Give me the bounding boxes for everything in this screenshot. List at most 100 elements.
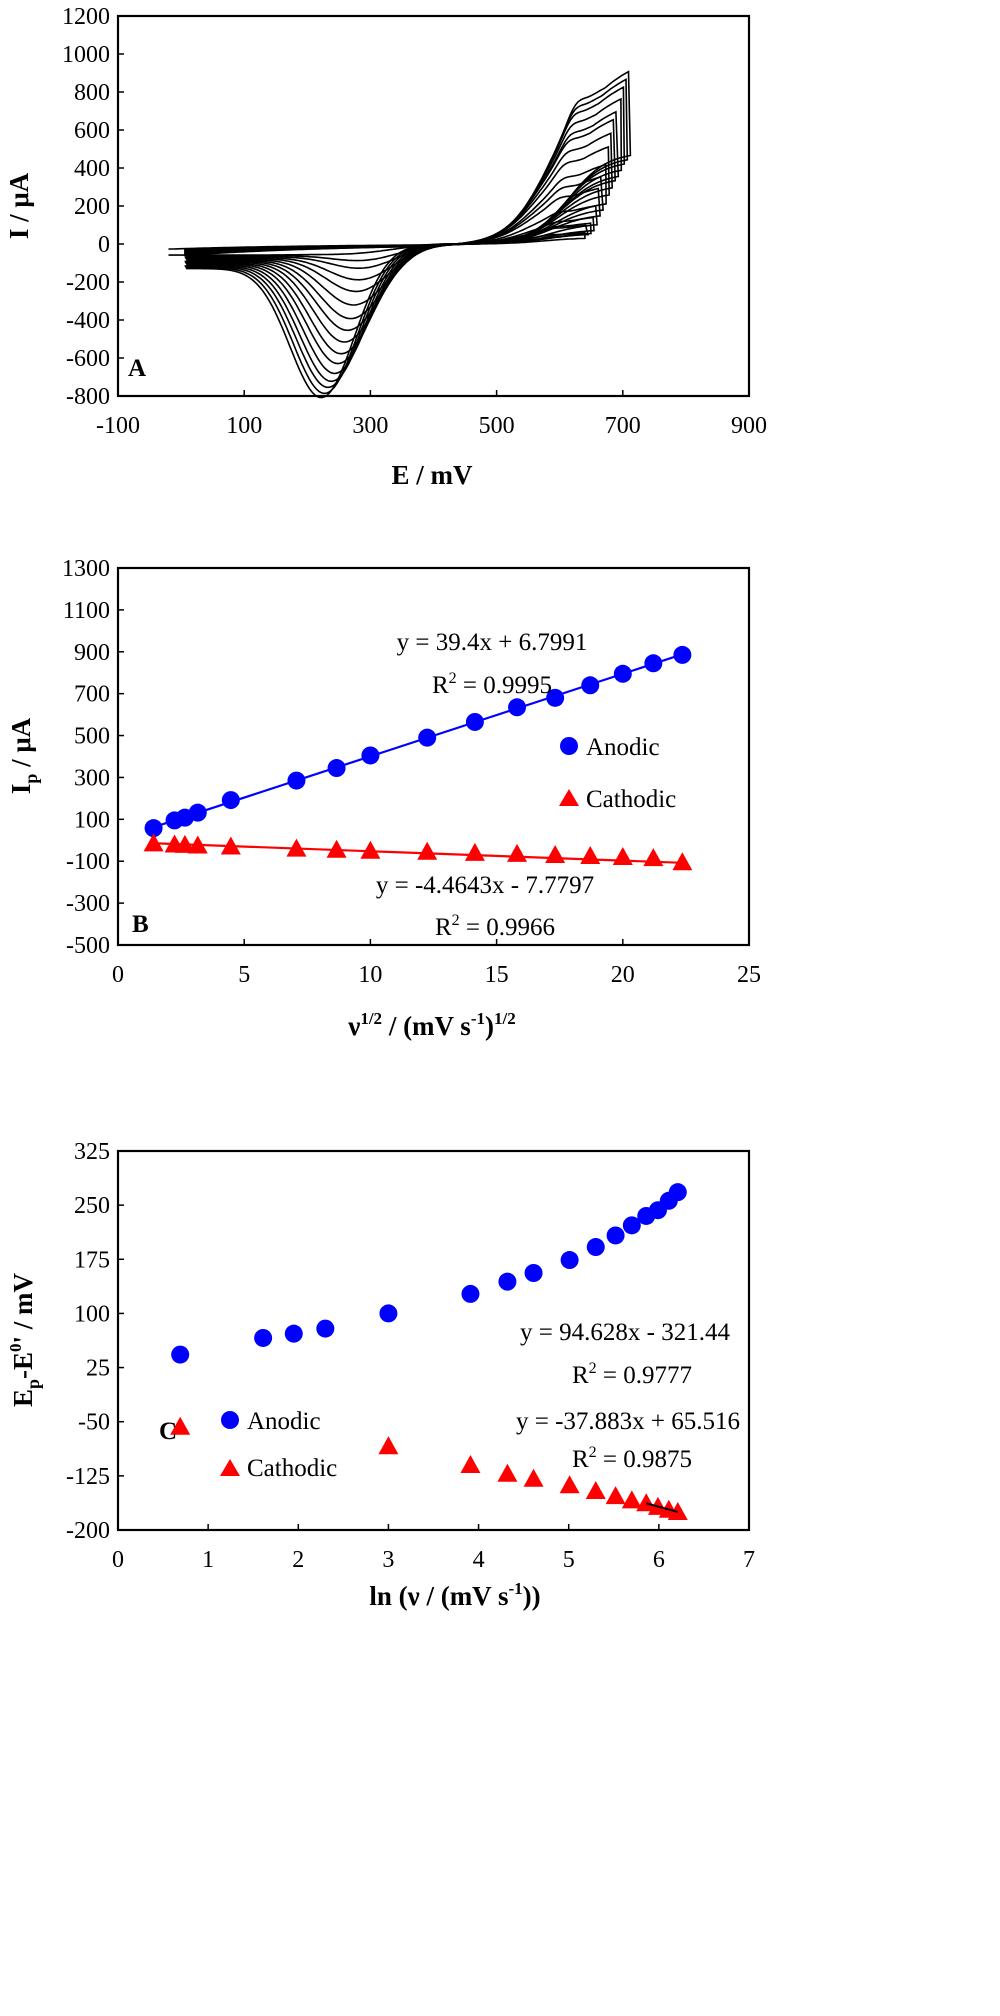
panel-c-anodic-equation: y = 94.628x - 321.44 (520, 1319, 730, 1346)
panel-c-y-tick-label: -50 (78, 1410, 110, 1436)
panel-b-legend: Anodic Cathodic (559, 734, 676, 813)
panel-c-y-tick-label: 25 (86, 1356, 110, 1382)
panel-a-cv-curve (184, 224, 590, 262)
panel-a-y-tick-label: -800 (66, 384, 110, 410)
panel-c-cathodic-point (621, 1490, 642, 1509)
panel-b-x-tick-label: 20 (611, 962, 635, 988)
panel-a-y-axis-label: I / μA (4, 172, 34, 239)
panel-a-cv-curve (184, 110, 620, 375)
panel-c-y-tick-label: 325 (74, 1139, 110, 1165)
panel-c-anodic-point (606, 1226, 625, 1245)
panel-a-y-ticks: -800 -600 -400 -200 0 200 400 600 800 1000 1200 (62, 4, 124, 410)
panel-a-y-tick-label: 800 (74, 80, 110, 106)
panel-b-x-tick-label: 0 (112, 962, 124, 988)
panel-c-anodic-r2: R2 = 0.9777 (572, 1360, 692, 1389)
panel-a-cv-curve (184, 70, 632, 399)
panel-c-anodic-point (316, 1319, 335, 1338)
panel-c-anodic-point (284, 1324, 303, 1343)
panel-c-x-tick-label: 2 (292, 1547, 304, 1573)
panel-c-cathodic-point (523, 1468, 544, 1487)
panel-b-plot-frame (116, 566, 751, 947)
panel-b-legend-anodic-marker (560, 737, 578, 755)
panel-c-y-tick-label: 175 (74, 1247, 110, 1273)
panel-c-cathodic-point (378, 1436, 399, 1455)
panel-c-letter: C (159, 1418, 177, 1445)
panel-c-cathodic-point (636, 1493, 657, 1512)
panel-b-legend-cathodic-label: Cathodic (586, 786, 676, 813)
panel-c-legend-cathodic-marker (220, 1459, 240, 1476)
panel-b-anodic-point (287, 771, 306, 790)
panel-c-anodic-point (524, 1264, 543, 1283)
panel-a-y-tick-label: -200 (66, 270, 110, 296)
panel-b-cathodic-point (417, 841, 438, 860)
panel-b-anodic-point (418, 728, 437, 747)
panel-c-anodic-point (586, 1238, 605, 1257)
panel-b-cathodic-point (360, 840, 381, 859)
panel-b-x-tick-label: 15 (485, 962, 509, 988)
panel-c-cathodic-point (585, 1481, 606, 1500)
panel-c-cathodic-point (170, 1416, 191, 1435)
panel-b-legend-cathodic-marker (559, 789, 579, 806)
panel-b-anodic-point (673, 645, 692, 664)
panel-a-letter: A (128, 355, 146, 382)
panel-a-y-tick-label: 600 (74, 118, 110, 144)
panel-b-anodic-point (361, 746, 380, 765)
panel-b-y-ticks: -500 -300 -100 100 300 500 700 900 1100 1300 (62, 556, 124, 959)
panel-b-y-tick-label: 1300 (62, 556, 110, 582)
panel-c-x-axis-label: ln (ν / (mV s-1)) (369, 1579, 540, 1611)
panel-c-data-points (170, 1183, 688, 1520)
panel-c-x-tick-label: 5 (563, 1547, 575, 1573)
panel-b-anodic-equation: y = 39.4x + 6.7991 (397, 629, 588, 656)
panel-a-y-tick-label: 0 (98, 232, 110, 258)
panel-b-x-ticks: 0 5 10 15 20 25 (112, 939, 761, 988)
panel-c-legend-cathodic-label: Cathodic (247, 1455, 337, 1482)
panel-a-y-tick-label: 400 (74, 156, 110, 182)
panel-c-anodic-point (622, 1216, 641, 1235)
panel-c-x-tick-label: 3 (382, 1547, 394, 1573)
panel-b-cathodic-point (464, 842, 485, 861)
panel-b-cathodic-equation: y = -4.4643x - 7.7797 (376, 872, 594, 899)
panel-b-y-tick-label: 900 (74, 640, 110, 666)
panel-c-x-ticks: 0 1 2 3 4 5 6 7 (112, 1524, 755, 1573)
panel-b-cathodic-point (143, 833, 164, 852)
panel-c-x-tick-label: 7 (743, 1547, 755, 1573)
panel-c-y-tick-label: 250 (74, 1193, 110, 1219)
panel-c-chart: 0 1 2 3 4 5 6 7 -200 -125 -50 25 100 175 250 325 y = 9… (6, 1139, 755, 1611)
panel-b-cathodic-point (187, 835, 208, 854)
panel-b-cathodic-point (326, 839, 347, 858)
panel-b-y-tick-label: -500 (66, 933, 110, 959)
panel-c-x-tick-label: 0 (112, 1547, 124, 1573)
panel-b-anodic-r2: R2 = 0.9995 (432, 670, 552, 699)
panel-b-cathodic-point (545, 844, 566, 863)
panel-c-x-tick-label: 6 (653, 1547, 665, 1573)
panel-b-y-axis-label: Ip / μA (6, 717, 41, 794)
panel-b-cathodic-point (174, 834, 195, 853)
panel-a-x-ticks: -100 100 300 500 700 900 (96, 390, 767, 439)
panel-c-anodic-point (668, 1183, 687, 1202)
panel-a-x-tick-label: -100 (96, 413, 140, 439)
panel-b-y-tick-label: 500 (74, 724, 110, 750)
panel-b-anodic-point (327, 759, 346, 778)
panel-b-anodic-point (221, 791, 240, 810)
panel-c-legend-anodic-marker (221, 1411, 239, 1429)
panel-c-x-tick-label: 1 (202, 1547, 214, 1573)
panel-b-y-tick-label: 1100 (63, 598, 110, 624)
panel-a-x-tick-label: 500 (479, 413, 515, 439)
panel-a-x-tick-label: 100 (226, 413, 262, 439)
panel-c-legend-anodic-label: Anodic (247, 1408, 321, 1435)
panel-b-cathodic-point (580, 845, 601, 864)
panel-c-y-tick-label: 100 (74, 1301, 110, 1327)
panel-c-x-tick-label: 4 (473, 1547, 485, 1573)
panel-c-cathodic-r2: R2 = 0.9875 (572, 1444, 692, 1473)
panel-a-x-axis-label: E / mV (392, 460, 474, 490)
panel-a-y-tick-label: -400 (66, 308, 110, 334)
panel-b-x-axis-label: ν1/2 / (mV s-1)1/2 (347, 1009, 515, 1041)
panel-c-legend: Anodic Cathodic (220, 1408, 337, 1482)
panel-b-anodic-point (613, 664, 632, 683)
panel-a-plot-frame (116, 14, 751, 398)
panel-c-anodic-point (498, 1272, 517, 1291)
panel-b-y-tick-label: 100 (74, 807, 110, 833)
panel-c-y-tick-label: -125 (66, 1464, 110, 1490)
panel-b-x-tick-label: 10 (358, 962, 382, 988)
